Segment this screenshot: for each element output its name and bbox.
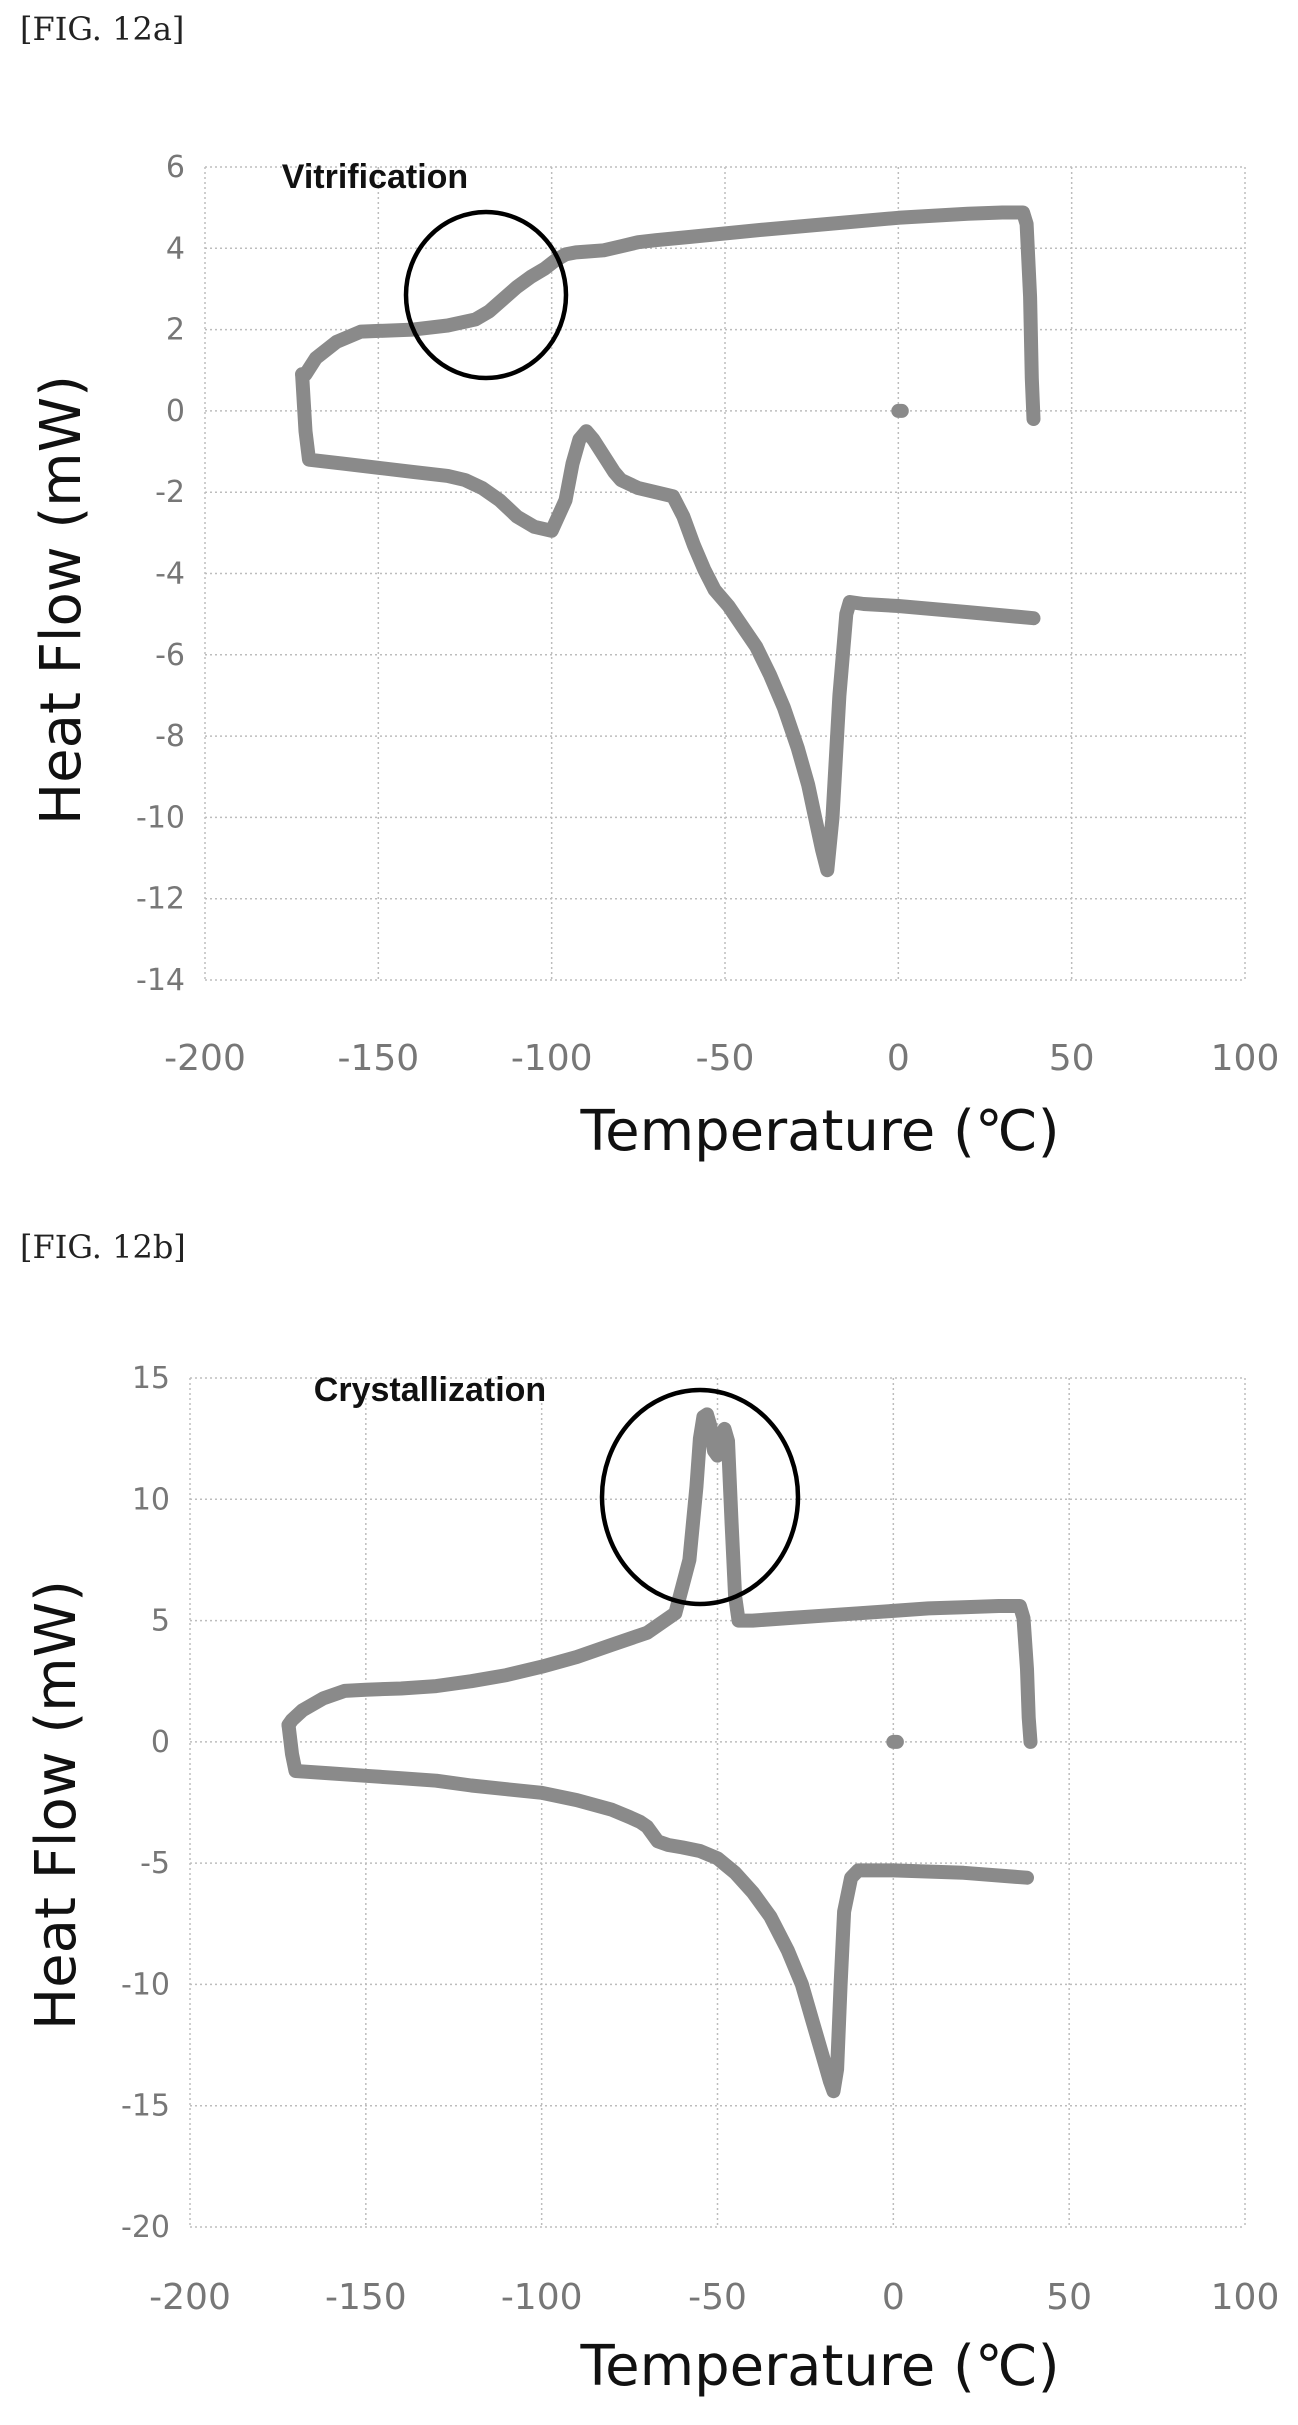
y-tick-label: -10: [121, 1967, 170, 2002]
annotation-ellipse: [599, 1387, 801, 1607]
x-tick-label: 100: [1211, 1038, 1280, 1079]
y-tick-label: 15: [132, 1361, 170, 1396]
x-tick-label: 0: [887, 1038, 910, 1079]
annotation-ellipse: [403, 209, 569, 381]
y-tick-label: -14: [136, 963, 185, 998]
y-tick-label: -6: [155, 638, 185, 673]
chart-12a: -14 -12 -10 -8 -6 -4 -2 0 2 4 6 -200 -150 -100 -50 0 50 1…: [29, 150, 1280, 1164]
y-tick-label: 10: [132, 1482, 170, 1517]
x-tick-label: -150: [325, 2277, 407, 2318]
y-tick-label: 2: [166, 313, 185, 348]
x-tick-label: 50: [1049, 1038, 1095, 1079]
y-axis-title: Heat Flow (mW): [24, 1580, 89, 2030]
x-tick-label: 0: [882, 2277, 905, 2318]
x-tick-label: 100: [1211, 2277, 1280, 2318]
x-tick-label: 50: [1046, 2277, 1092, 2318]
x-axis-title: Temperature (℃): [579, 2334, 1059, 2399]
series-line-1: [281, 1407, 1038, 1749]
y-tick-label: 0: [166, 394, 185, 429]
x-tick-label: -50: [696, 1038, 755, 1079]
figure-label-12a: [FIG. 12a]: [20, 10, 185, 48]
y-tick-label: -2: [155, 475, 185, 510]
y-tick-label: -12: [136, 882, 185, 917]
annotation-label: Vitrification: [282, 158, 468, 196]
gridlines: [189, 1377, 1246, 2228]
series-line-1: [295, 205, 1041, 426]
x-axis-title: Temperature (℃): [579, 1099, 1059, 1164]
x-tick-label: -200: [149, 2277, 231, 2318]
series-line-2: [281, 1717, 1034, 2099]
y-tick-label: -10: [136, 800, 185, 835]
y-tick-label: 6: [166, 150, 185, 185]
gridlines: [204, 166, 1246, 981]
x-tick-label: -100: [501, 2277, 583, 2318]
y-tick-label: 0: [151, 1725, 170, 1760]
figure-label-12b: [FIG. 12b]: [20, 1228, 186, 1266]
y-tick-label: -8: [155, 719, 185, 754]
x-tick-label: -100: [511, 1038, 593, 1079]
x-tick-label: -200: [164, 1038, 246, 1079]
y-tick-label: -20: [121, 2210, 170, 2245]
x-tick-label: -50: [688, 2277, 747, 2318]
y-tick-label: 4: [166, 231, 185, 266]
y-axis-title: Heat Flow (mW): [29, 375, 94, 825]
y-tick-label: -15: [121, 2089, 170, 2124]
series-line-2: [295, 367, 1041, 878]
annotation-label: Crystallization: [314, 1371, 546, 1409]
y-tick-label: 5: [151, 1604, 170, 1639]
x-tick-label: -150: [337, 1038, 419, 1079]
y-tick-label: -5: [140, 1846, 170, 1881]
y-tick-label: -4: [155, 557, 185, 592]
